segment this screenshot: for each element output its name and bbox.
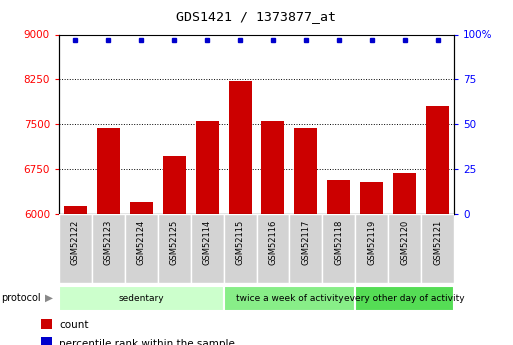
Bar	[125, 214, 158, 283]
Text: every other day of activity: every other day of activity	[344, 294, 465, 303]
Bar	[355, 214, 388, 283]
Bar	[393, 173, 416, 214]
Bar	[256, 214, 289, 283]
Bar	[228, 80, 251, 214]
Text: protocol: protocol	[1, 293, 41, 303]
Text: GSM52125: GSM52125	[170, 219, 179, 265]
Text: GSM52119: GSM52119	[367, 219, 376, 265]
Bar	[158, 214, 191, 283]
Bar	[191, 214, 224, 283]
Bar	[289, 214, 322, 283]
Text: GSM52120: GSM52120	[400, 219, 409, 265]
Bar	[195, 121, 219, 214]
Bar	[97, 128, 120, 214]
Text: GSM52121: GSM52121	[433, 219, 442, 265]
Text: GSM52115: GSM52115	[235, 219, 245, 265]
Text: GSM52123: GSM52123	[104, 219, 113, 265]
Bar	[294, 128, 318, 214]
Bar	[327, 180, 350, 214]
Text: count: count	[59, 319, 89, 329]
Text: GSM52116: GSM52116	[268, 219, 278, 265]
Bar	[59, 214, 92, 283]
Bar	[322, 214, 355, 283]
Text: percentile rank within the sample: percentile rank within the sample	[59, 338, 235, 345]
Bar	[64, 206, 87, 214]
Text: GDS1421 / 1373877_at: GDS1421 / 1373877_at	[176, 10, 337, 23]
Bar	[224, 214, 256, 283]
Bar	[262, 121, 285, 214]
Bar	[41, 318, 52, 329]
Text: GSM52114: GSM52114	[203, 219, 212, 265]
Bar	[355, 286, 454, 311]
Bar	[163, 157, 186, 214]
Bar	[421, 214, 454, 283]
Text: GSM52118: GSM52118	[334, 219, 343, 265]
Text: GSM52124: GSM52124	[137, 219, 146, 265]
Text: GSM52122: GSM52122	[71, 219, 80, 265]
Bar	[92, 214, 125, 283]
Bar	[130, 202, 153, 214]
Bar	[426, 106, 449, 214]
Text: sedentary: sedentary	[119, 294, 164, 303]
Bar	[360, 182, 383, 214]
Bar	[388, 214, 421, 283]
Bar	[59, 286, 224, 311]
Bar	[224, 286, 355, 311]
Text: ▶: ▶	[45, 293, 53, 303]
Bar	[41, 337, 52, 345]
Text: twice a week of activity: twice a week of activity	[235, 294, 343, 303]
Text: GSM52117: GSM52117	[301, 219, 310, 265]
